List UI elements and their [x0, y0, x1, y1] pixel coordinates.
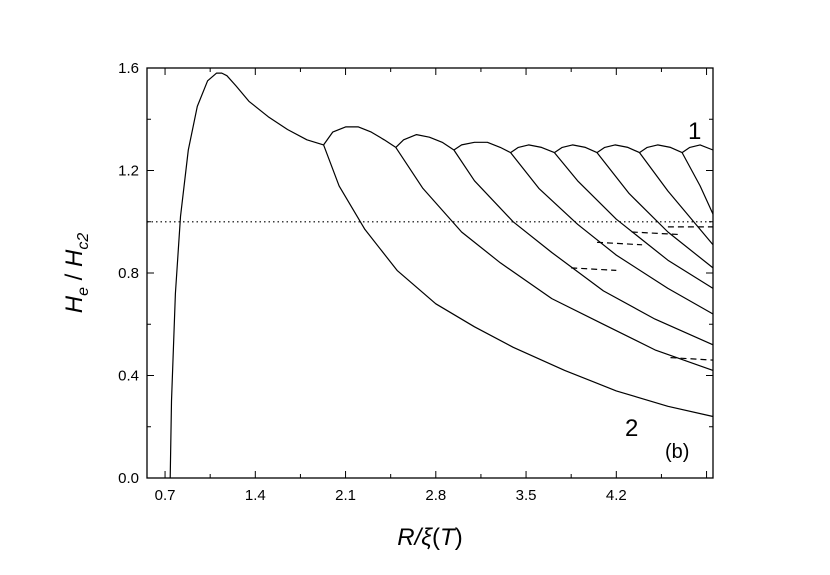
y-tick-label: 1.2	[118, 163, 139, 180]
y-tick-label: 1.6	[118, 60, 139, 77]
series-line-6	[453, 141, 511, 154]
series-line-7	[510, 152, 714, 315]
curves	[147, 72, 714, 479]
series-line-2	[323, 126, 397, 148]
panel-label: (b)	[665, 441, 689, 463]
series-line-22	[670, 357, 714, 361]
series-line-14	[639, 144, 683, 154]
y-tick-label: 0.4	[118, 368, 139, 385]
series-line-16	[681, 144, 714, 154]
x-tick-label: 4.2	[606, 487, 627, 504]
curve-label-1: 1	[688, 118, 701, 145]
series-line-4	[395, 134, 455, 151]
series-line-8	[510, 144, 555, 154]
axis-ticks	[147, 67, 713, 479]
x-tick-label: 2.8	[425, 487, 446, 504]
x-tick-label: 2.1	[335, 487, 356, 504]
x-tick-labels: 0.7 1.4 2.1 2.8 3.5 4.2	[155, 487, 627, 504]
x-tick-label: 0.7	[155, 487, 176, 504]
y-tick-labels: 0.0 0.4 0.8 1.2 1.6	[118, 60, 139, 487]
series-line-13	[639, 152, 714, 246]
series-line-9	[553, 152, 714, 289]
x-axis-label: R/ξ(T)	[397, 524, 462, 551]
series-line-12	[596, 144, 640, 154]
series-line-18	[571, 267, 617, 271]
series-line-11	[596, 152, 714, 269]
y-axis-label: He / Hc2	[61, 233, 92, 314]
y-tick-label: 0.8	[118, 265, 139, 282]
series-line-10	[554, 144, 598, 154]
x-tick-label: 1.4	[245, 487, 266, 504]
series-line-0	[169, 72, 324, 479]
series-line-3	[395, 147, 714, 371]
x-tick-label: 3.5	[516, 487, 537, 504]
series-line-5	[453, 149, 714, 346]
series-line-19	[596, 241, 643, 246]
y-tick-label: 0.0	[118, 470, 139, 487]
series-line-15	[681, 152, 714, 215]
series-line-20	[631, 231, 681, 236]
curve-label-2: 2	[625, 415, 638, 442]
series-line-1	[323, 144, 714, 418]
